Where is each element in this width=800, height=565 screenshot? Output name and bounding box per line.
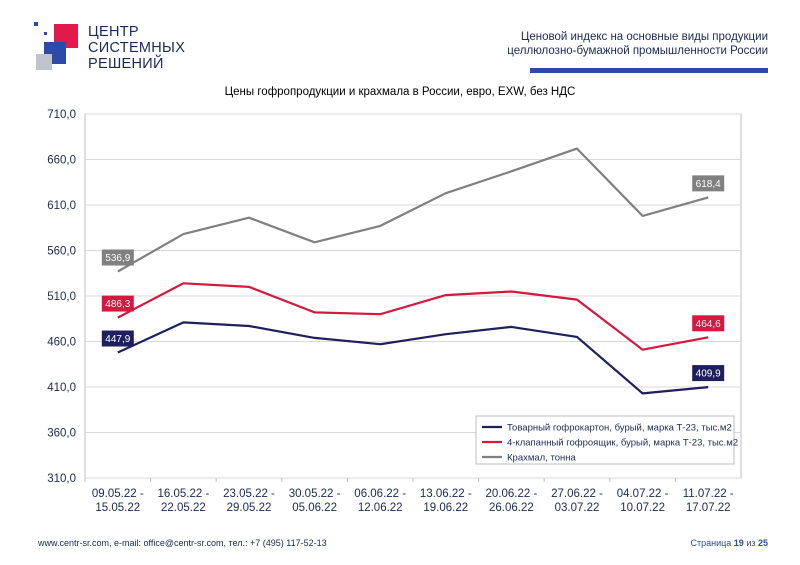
data-label-box bbox=[692, 365, 725, 382]
y-tick-label: 360,0 bbox=[47, 428, 76, 440]
legend-box bbox=[475, 415, 735, 465]
company-logo: ЦЕНТР СИСТЕМНЫХ РЕШЕНИЙ bbox=[22, 18, 186, 78]
data-label: 447,9 bbox=[105, 334, 130, 345]
data-label-box bbox=[101, 295, 134, 312]
data-label-box bbox=[692, 175, 725, 192]
legend-label: Крахмал, тонна bbox=[507, 453, 577, 464]
y-tick-label: 710,0 bbox=[47, 109, 76, 121]
page-of: из bbox=[746, 538, 756, 548]
y-tick-label: 310,0 bbox=[47, 473, 76, 485]
x-tick-label: 19.06.22 bbox=[423, 502, 468, 514]
data-label-box bbox=[692, 315, 725, 332]
chart-title: Цены гофропродукции и крахмала в России,… bbox=[224, 86, 576, 98]
legend-label: 4-клапанный гофроящик, бурый, марка Т-23… bbox=[507, 438, 738, 449]
series-line-2 bbox=[117, 282, 709, 351]
footer-contacts: www.centr-sr.com, e-mail: office@centr-s… bbox=[38, 538, 327, 548]
x-tick-label: 05.06.22 bbox=[292, 502, 337, 514]
page-total: 25 bbox=[757, 538, 768, 548]
page-indicator: Страница 19 из 25 bbox=[690, 538, 768, 548]
report-title: Ценовой индекс на основные виды продукци… bbox=[468, 30, 768, 58]
x-tick-label: 04.07.22 - bbox=[617, 488, 669, 500]
x-tick-label: 10.07.22 bbox=[620, 502, 665, 514]
x-tick-label: 27.06.22 - bbox=[551, 488, 603, 500]
y-tick-label: 660,0 bbox=[47, 155, 76, 167]
data-label: 536,9 bbox=[105, 253, 130, 264]
x-tick-label: 17.07.22 bbox=[686, 502, 731, 514]
x-tick-label: 30.05.22 - bbox=[289, 488, 341, 500]
x-tick-label: 12.06.22 bbox=[358, 502, 403, 514]
x-tick-label: 26.06.22 bbox=[489, 502, 534, 514]
logo-dots-icon bbox=[34, 22, 50, 38]
legend-label: Товарный гофрокартон, бурый, марка Т-23,… bbox=[507, 423, 732, 434]
x-tick-label: 23.05.22 - bbox=[223, 488, 275, 500]
x-tick-label: 03.07.22 bbox=[555, 502, 600, 514]
report-title-line-2: целлюлозно-бумажной промышленности Росси… bbox=[507, 45, 768, 57]
page-word: Страница bbox=[690, 538, 732, 548]
x-tick-label: 15.05.22 bbox=[95, 502, 140, 514]
data-label-box bbox=[101, 249, 134, 266]
data-label-box bbox=[101, 330, 134, 347]
logo-gray-square-icon bbox=[36, 54, 52, 70]
y-tick-label: 610,0 bbox=[47, 200, 76, 212]
y-tick-label: 560,0 bbox=[47, 246, 76, 258]
x-tick-label: 09.05.22 - bbox=[92, 488, 144, 500]
series-line-3 bbox=[117, 147, 709, 273]
x-tick-label: 20.06.22 - bbox=[486, 488, 538, 500]
x-tick-label: 06.06.22 - bbox=[354, 488, 406, 500]
page-current: 19 bbox=[733, 538, 744, 548]
x-tick-label: 13.06.22 - bbox=[420, 488, 472, 500]
series-line-1 bbox=[117, 321, 709, 395]
data-label: 409,9 bbox=[696, 369, 721, 380]
x-tick-label: 29.05.22 bbox=[227, 502, 272, 514]
y-tick-label: 460,0 bbox=[47, 337, 76, 349]
x-tick-label: 11.07.22 - bbox=[683, 488, 734, 500]
data-label: 486,3 bbox=[105, 299, 130, 310]
y-tick-label: 510,0 bbox=[47, 291, 76, 303]
report-title-line-1: Ценовой индекс на основные виды продукци… bbox=[520, 31, 768, 43]
data-label: 464,6 bbox=[696, 319, 721, 330]
y-tick-label: 410,0 bbox=[47, 382, 76, 394]
data-label: 618,4 bbox=[696, 179, 721, 190]
x-tick-label: 22.05.22 bbox=[161, 502, 206, 514]
logo-text: ЦЕНТР СИСТЕМНЫХ РЕШЕНИЙ bbox=[88, 24, 186, 72]
x-tick-label: 16.05.22 - bbox=[158, 488, 210, 500]
header-accent-bar bbox=[530, 68, 768, 73]
